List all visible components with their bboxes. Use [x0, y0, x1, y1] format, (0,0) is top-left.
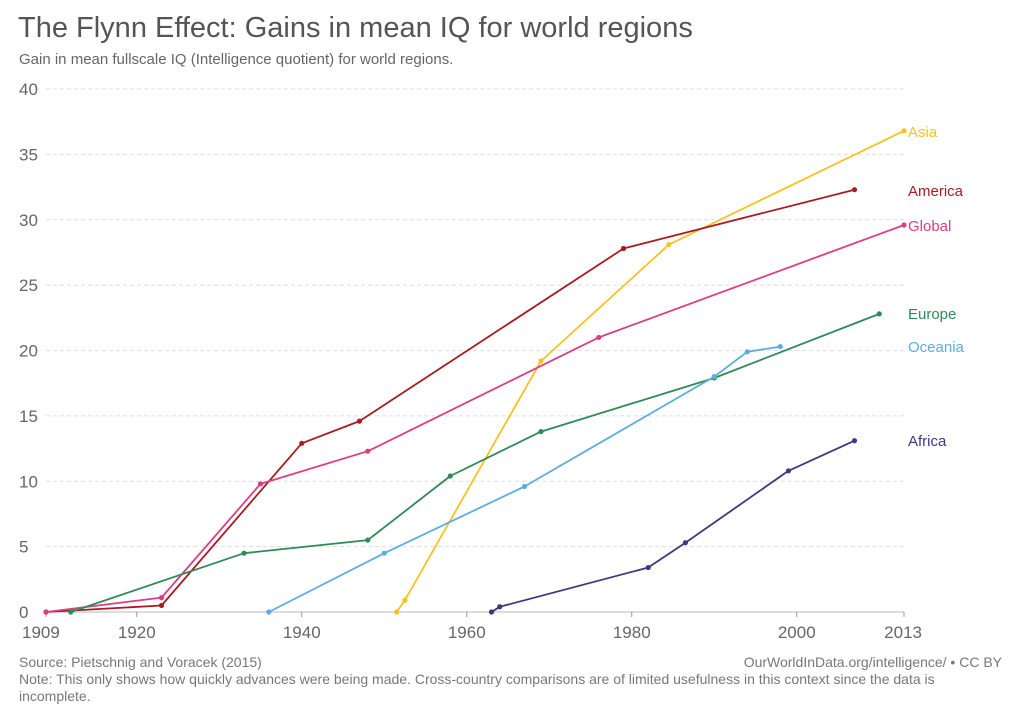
- data-point-asia[interactable]: [538, 358, 544, 364]
- y-tick-label: 5: [19, 538, 28, 557]
- y-tick-label: 10: [19, 472, 38, 491]
- series-label-america[interactable]: America: [908, 183, 964, 200]
- y-tick-label: 35: [19, 145, 38, 164]
- data-point-europe[interactable]: [876, 311, 882, 317]
- series-line-oceania[interactable]: [267, 345, 782, 613]
- data-point-global[interactable]: [901, 222, 907, 228]
- y-tick-label: 20: [19, 342, 38, 361]
- data-point-africa[interactable]: [488, 609, 495, 615]
- series-line-global[interactable]: [45, 224, 905, 613]
- data-point-oceania[interactable]: [381, 550, 387, 556]
- data-point-africa[interactable]: [645, 564, 651, 571]
- data-point-europe[interactable]: [68, 609, 74, 615]
- y-tick-label: 30: [19, 211, 38, 230]
- note-text: Note: This only shows how quickly advanc…: [19, 671, 935, 704]
- x-tick-label: 1940: [283, 623, 321, 642]
- data-point-europe[interactable]: [241, 550, 247, 556]
- data-point-asia[interactable]: [402, 597, 408, 603]
- x-tick-label: 1909: [22, 623, 60, 642]
- x-tick-label: 1960: [448, 623, 486, 642]
- series-label-europe[interactable]: Europe: [908, 306, 956, 323]
- data-point-oceania[interactable]: [777, 343, 783, 350]
- data-point-america[interactable]: [299, 440, 305, 446]
- x-tick-label: 1920: [118, 623, 156, 642]
- x-tick-label: 2000: [778, 623, 816, 642]
- data-point-africa[interactable]: [682, 540, 688, 546]
- data-point-africa[interactable]: [785, 468, 792, 474]
- chart-subtitle: Gain in mean fullscale IQ (Intelligence …: [19, 51, 454, 68]
- data-point-africa[interactable]: [497, 604, 503, 610]
- data-point-america[interactable]: [158, 602, 165, 609]
- data-point-america[interactable]: [356, 418, 363, 424]
- y-tick-label: 0: [19, 603, 28, 622]
- series-label-oceania[interactable]: Oceania: [908, 339, 965, 356]
- data-point-oceania[interactable]: [266, 609, 272, 615]
- series-labels: Asia America Global Europe Oceania Africa: [908, 124, 965, 450]
- source-text: Source: Pietschnig and Voracek (2015): [19, 654, 262, 670]
- y-tick-label: 15: [19, 407, 38, 426]
- data-point-global[interactable]: [257, 481, 264, 487]
- data-point-america[interactable]: [851, 187, 858, 193]
- data-point-africa[interactable]: [851, 438, 858, 444]
- data-point-oceania[interactable]: [711, 374, 717, 380]
- series-line-africa[interactable]: [490, 439, 856, 613]
- series-line-asia[interactable]: [395, 129, 905, 613]
- data-point-oceania[interactable]: [744, 349, 750, 355]
- gridlines: [46, 88, 904, 613]
- chart-title: The Flynn Effect: Gains in mean IQ for w…: [18, 12, 693, 44]
- data-point-europe[interactable]: [538, 428, 544, 435]
- data-point-oceania[interactable]: [521, 483, 528, 490]
- x-axis-ticks: 1909 1920 1940 1960 1980 2000 2013: [22, 612, 922, 642]
- series-label-africa[interactable]: Africa: [908, 433, 947, 450]
- series-line-europe[interactable]: [69, 312, 881, 613]
- data-point-europe[interactable]: [447, 473, 453, 479]
- data-point-asia[interactable]: [666, 241, 672, 248]
- data-point-global[interactable]: [158, 595, 165, 601]
- series-label-global[interactable]: Global: [908, 218, 951, 235]
- data-point-global[interactable]: [365, 448, 371, 454]
- source-url-link[interactable]: OurWorldInData.org/intelligence/ • CC BY: [743, 654, 1002, 670]
- series-line-america[interactable]: [45, 188, 856, 613]
- data-point-europe[interactable]: [365, 537, 371, 543]
- x-tick-label: 2013: [884, 623, 922, 642]
- y-axis-ticks: 0 5 10 15 20 25 30 35 40: [19, 80, 38, 622]
- series-lines: [43, 128, 907, 615]
- data-point-global[interactable]: [596, 334, 602, 341]
- data-point-asia[interactable]: [901, 128, 907, 134]
- series-label-asia[interactable]: Asia: [908, 124, 938, 141]
- y-tick-label: 40: [19, 80, 38, 99]
- data-point-america[interactable]: [620, 245, 627, 252]
- data-point-asia[interactable]: [394, 609, 400, 615]
- y-tick-label: 25: [19, 276, 38, 295]
- data-point-global[interactable]: [43, 609, 49, 615]
- x-tick-label: 1980: [613, 623, 651, 642]
